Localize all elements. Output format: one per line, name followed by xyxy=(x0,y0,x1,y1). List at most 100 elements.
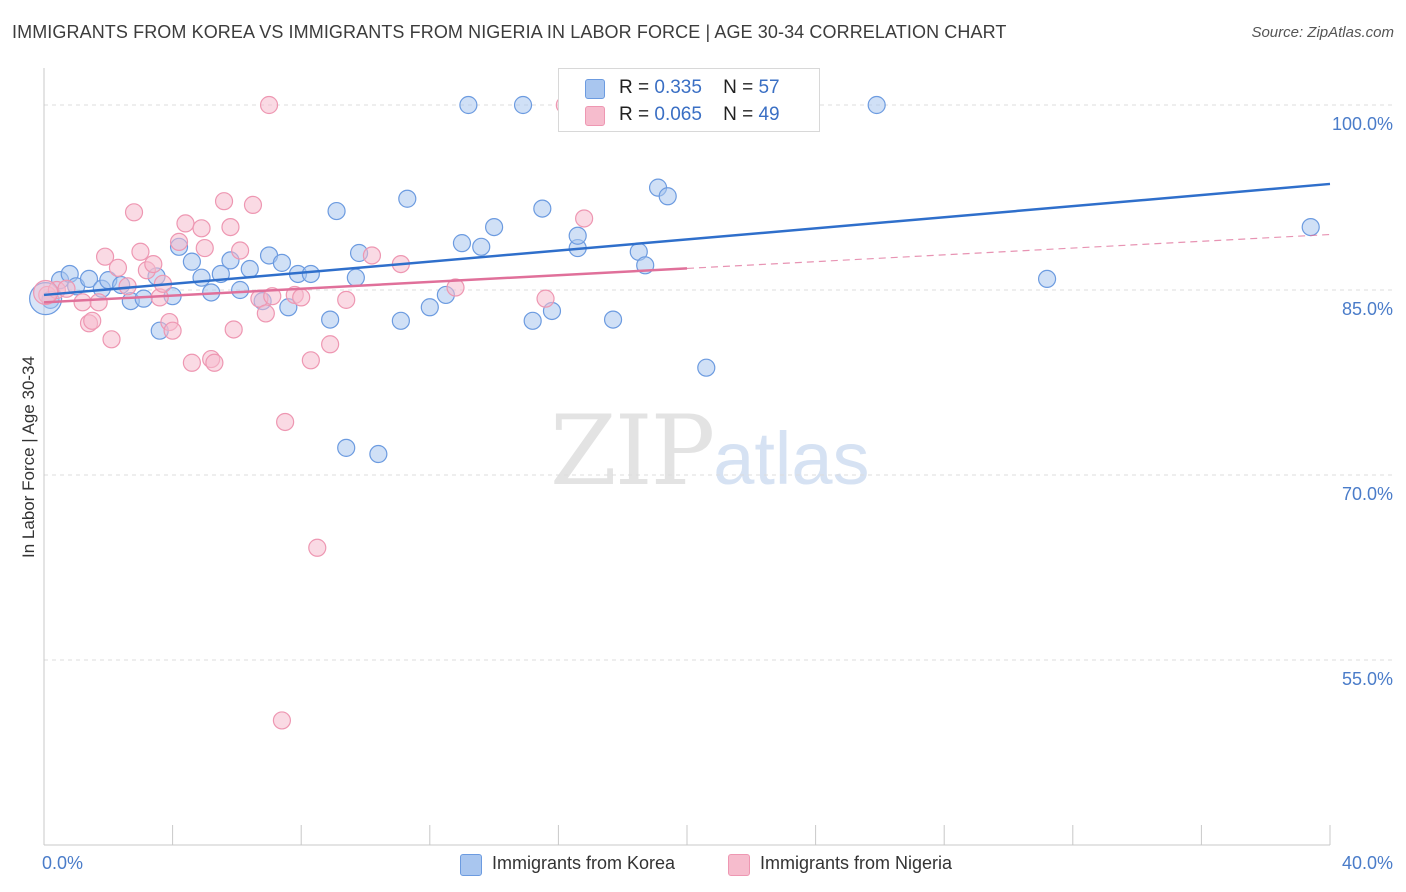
chart-title: IMMIGRANTS FROM KOREA VS IMMIGRANTS FROM… xyxy=(12,22,1007,42)
nigeria-point xyxy=(308,538,327,557)
nigeria-point xyxy=(131,242,150,261)
correlation-legend: R = 0.335 N = 57 R = 0.065 N = 49 xyxy=(558,68,820,132)
nigeria-point xyxy=(195,238,214,258)
nigeria-point xyxy=(124,203,144,222)
korea-point xyxy=(272,253,292,272)
nigeria-point xyxy=(263,287,282,306)
korea-legend-swatch xyxy=(460,854,482,876)
nigeria-point xyxy=(192,219,211,238)
nigeria-point xyxy=(224,320,243,339)
nigeria-point xyxy=(182,353,201,372)
legend-n-label: N = xyxy=(723,104,754,125)
nigeria-point xyxy=(337,290,356,309)
nigeria-point xyxy=(575,209,594,228)
x-tick-label-min: 0.0% xyxy=(42,853,83,873)
korea-point xyxy=(420,298,439,317)
legend-label-nigeria: Immigrants from Nigeria xyxy=(760,853,953,873)
legend-n-value: 49 xyxy=(758,104,780,125)
nigeria-point xyxy=(89,293,108,312)
korea-point xyxy=(867,95,886,115)
legend-r-label: R = xyxy=(619,77,650,98)
nigeria-point xyxy=(301,351,320,370)
korea-point xyxy=(301,264,320,284)
nigeria-point xyxy=(73,293,92,312)
korea-point xyxy=(182,252,201,271)
nigeria-point xyxy=(536,289,555,308)
korea-point xyxy=(321,310,340,329)
korea-point xyxy=(369,444,388,464)
nigeria-point xyxy=(231,241,250,260)
tick-labels: 100.0% 85.0% 70.0% 55.0% 0.0% 40.0% In Labor F… xyxy=(19,114,1393,873)
korea-point xyxy=(1037,269,1057,288)
nigeria-points xyxy=(33,95,594,730)
nigeria-point xyxy=(169,232,189,251)
korea-point xyxy=(346,268,365,287)
nigeria-trend-line xyxy=(43,267,688,304)
x-tick-label-max: 40.0% xyxy=(1342,853,1393,873)
korea-point xyxy=(533,199,552,218)
nigeria-point xyxy=(259,95,279,115)
nigeria-point xyxy=(83,311,102,330)
nigeria-point xyxy=(446,278,465,297)
nigeria-point xyxy=(95,247,115,266)
korea-point xyxy=(658,187,677,206)
korea-point xyxy=(398,189,417,208)
korea-point xyxy=(79,269,99,288)
nigeria-point xyxy=(163,321,182,340)
nigeria-point xyxy=(321,335,340,354)
nigeria-point xyxy=(221,218,240,237)
korea-point xyxy=(240,259,259,279)
nigeria-point xyxy=(292,288,311,307)
nigeria-point xyxy=(33,279,59,306)
y-tick-label: 70.0% xyxy=(1342,484,1393,504)
korea-point xyxy=(231,280,250,300)
nigeria-trend-extension xyxy=(686,233,1331,270)
nigeria-point xyxy=(102,330,121,349)
korea-point xyxy=(513,95,533,115)
legend-n-value: 57 xyxy=(758,77,780,98)
trend-lines xyxy=(43,182,1331,304)
korea-point xyxy=(327,201,346,221)
korea-point xyxy=(391,311,410,330)
korea-point xyxy=(452,234,472,253)
y-tick-label: 55.0% xyxy=(1342,669,1393,689)
korea-point xyxy=(192,268,211,287)
korea-point xyxy=(523,311,542,330)
korea-trend-line xyxy=(43,182,1331,297)
watermark: ZIPatlas xyxy=(550,395,870,507)
y-tick-label: 85.0% xyxy=(1342,299,1393,319)
watermark-atlas: atlas xyxy=(713,417,870,500)
korea-point xyxy=(697,358,716,377)
y-tick-label: 100.0% xyxy=(1332,114,1393,134)
legend-r-value: 0.335 xyxy=(654,77,702,98)
source-credit: Source: ZipAtlas.com xyxy=(1251,24,1394,41)
axis-layer xyxy=(43,68,1331,846)
nigeria-swatch xyxy=(585,106,605,126)
korea-swatch xyxy=(585,79,605,99)
nigeria-point xyxy=(176,214,195,233)
korea-point xyxy=(1301,218,1320,237)
legend-r-label: R = xyxy=(619,104,650,125)
y-axis-label: In Labor Force | Age 30-34 xyxy=(19,356,38,558)
watermark-zip: ZIP xyxy=(550,395,715,507)
nigeria-point xyxy=(108,258,128,277)
nigeria-point xyxy=(243,195,263,214)
legend-r-value: 0.065 xyxy=(654,104,702,125)
grid-layer xyxy=(44,104,1392,661)
nigeria-legend-swatch xyxy=(728,854,750,876)
nigeria-point xyxy=(214,192,234,211)
korea-point xyxy=(472,237,491,256)
nigeria-point xyxy=(205,353,224,372)
korea-point xyxy=(603,310,623,329)
nigeria-point xyxy=(256,304,275,323)
korea-point xyxy=(568,226,587,245)
nigeria-point xyxy=(276,412,295,432)
nigeria-point xyxy=(362,246,382,265)
korea-point xyxy=(459,95,478,115)
nigeria-point xyxy=(272,711,292,730)
korea-point xyxy=(485,218,504,237)
legend-label-korea: Immigrants from Korea xyxy=(492,853,676,873)
korea-point xyxy=(337,438,356,457)
legend-n-label: N = xyxy=(723,77,754,98)
